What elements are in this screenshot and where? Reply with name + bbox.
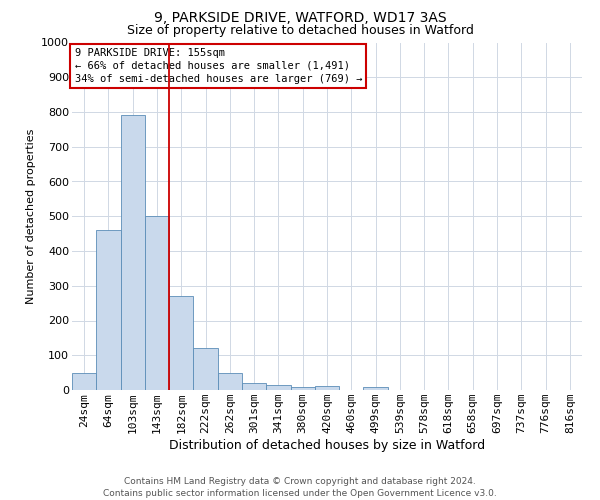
X-axis label: Distribution of detached houses by size in Watford: Distribution of detached houses by size …: [169, 439, 485, 452]
Text: Contains HM Land Registry data © Crown copyright and database right 2024.
Contai: Contains HM Land Registry data © Crown c…: [103, 476, 497, 498]
Bar: [72, 374, 96, 390]
Bar: [96, 230, 121, 390]
Text: 9 PARKSIDE DRIVE: 155sqm
← 66% of detached houses are smaller (1,491)
34% of sem: 9 PARKSIDE DRIVE: 155sqm ← 66% of detach…: [74, 48, 362, 84]
Text: 9, PARKSIDE DRIVE, WATFORD, WD17 3AS: 9, PARKSIDE DRIVE, WATFORD, WD17 3AS: [154, 12, 446, 26]
Bar: [193, 348, 218, 390]
Y-axis label: Number of detached properties: Number of detached properties: [26, 128, 35, 304]
Bar: [218, 372, 242, 390]
Text: Size of property relative to detached houses in Watford: Size of property relative to detached ho…: [127, 24, 473, 37]
Bar: [364, 386, 388, 390]
Bar: [266, 386, 290, 390]
Bar: [315, 386, 339, 390]
Bar: [121, 116, 145, 390]
Bar: [145, 216, 169, 390]
Bar: [169, 296, 193, 390]
Bar: [290, 386, 315, 390]
Bar: [242, 383, 266, 390]
